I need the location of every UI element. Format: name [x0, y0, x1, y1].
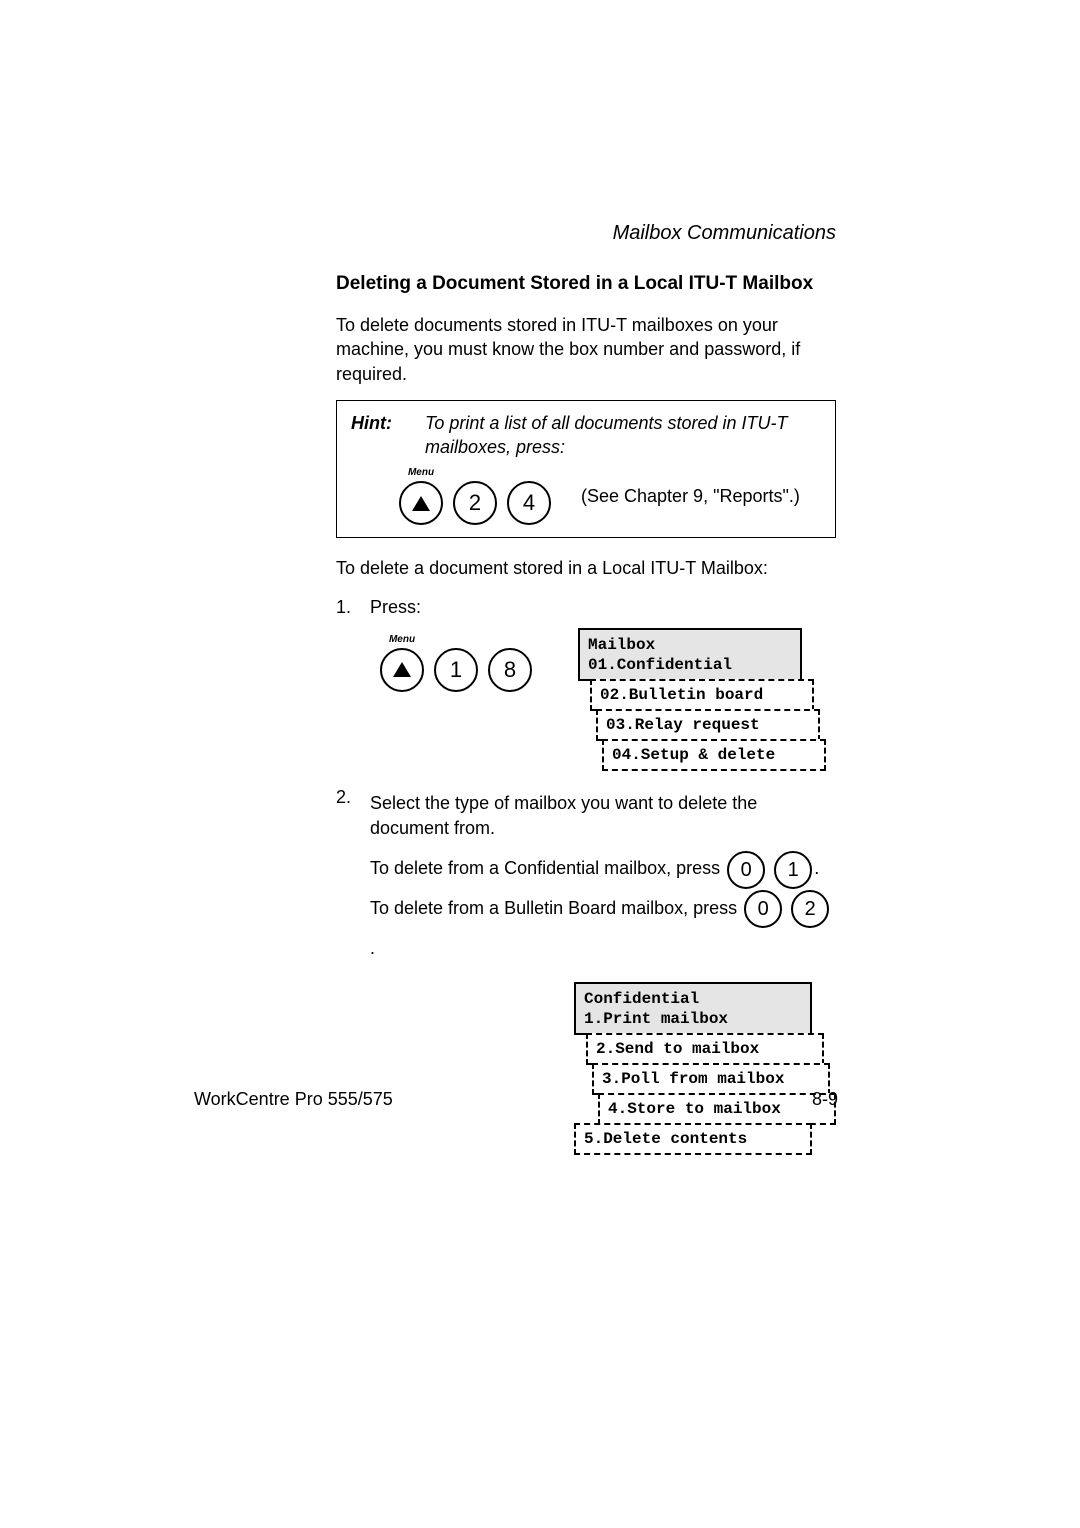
menu-item[interactable]: 2.Send to mailbox	[586, 1033, 824, 1065]
confidential-menu: Confidential 1.Print mailbox 2.Send to m…	[574, 982, 836, 1155]
menu-button[interactable]	[380, 648, 424, 692]
digit-button-2[interactable]: 2	[453, 481, 497, 525]
menu-title-line2: 01.Confidential	[588, 655, 792, 675]
step-2: 2. Select the type of mailbox you want t…	[336, 785, 836, 841]
step-list: 2. Select the type of mailbox you want t…	[336, 785, 836, 841]
digit-button-8[interactable]: 8	[488, 648, 532, 692]
menu-item[interactable]: 03.Relay request	[596, 709, 820, 741]
confidential-menu-wrap: Confidential 1.Print mailbox 2.Send to m…	[336, 982, 836, 1155]
hint-label: Hint:	[351, 411, 425, 460]
footer-product: WorkCentre Pro 555/575	[194, 1089, 393, 1110]
digit-button-1[interactable]: 1	[774, 851, 812, 889]
footer-page-number: 8-9	[812, 1089, 838, 1110]
step-2-confidential-line: To delete from a Confidential mailbox, p…	[370, 849, 836, 889]
digit-button-wrap: 8	[488, 634, 532, 692]
triangle-up-icon	[412, 496, 430, 511]
step-2-number: 2.	[336, 785, 370, 841]
hint-box: Hint: To print a list of all documents s…	[336, 400, 836, 539]
step-1: 1. Press:	[336, 595, 836, 620]
digit-button-4[interactable]: 4	[507, 481, 551, 525]
menu-button-wrap: Menu	[380, 634, 424, 692]
digit-button-2[interactable]: 2	[791, 890, 829, 928]
running-head: Mailbox Communications	[336, 222, 836, 245]
menu-header: Confidential 1.Print mailbox	[574, 982, 812, 1035]
menu-item[interactable]: 3.Poll from mailbox	[592, 1063, 830, 1095]
hint-buttons-row: Menu 2 4 (See Chapter 9, "Reports".)	[351, 467, 821, 525]
see-chapter-text: (See Chapter 9, "Reports".)	[581, 486, 800, 507]
menu-item[interactable]: 02.Bulletin board	[590, 679, 814, 711]
step-1-buttons: Menu 1 8	[380, 634, 578, 692]
page: Mailbox Communications Deleting a Docume…	[0, 0, 1080, 1528]
digit-button-0[interactable]: 0	[727, 851, 765, 889]
digit-button-wrap: 4	[507, 467, 551, 525]
digit-button-wrap: 1	[434, 634, 478, 692]
section-title: Deleting a Document Stored in a Local IT…	[336, 273, 836, 295]
menu-button[interactable]	[399, 481, 443, 525]
hint-row: Hint: To print a list of all documents s…	[351, 411, 821, 460]
menu-caption: Menu	[389, 634, 415, 646]
triangle-up-icon	[393, 662, 411, 677]
menu-item[interactable]: 4.Store to mailbox	[598, 1093, 836, 1125]
menu-title-line1: Mailbox	[588, 635, 792, 655]
step-2-intro: Select the type of mailbox you want to d…	[370, 791, 836, 841]
menu-header: Mailbox 01.Confidential	[578, 628, 802, 681]
after-hint-text: To delete a document stored in a Local I…	[336, 556, 836, 580]
step-list: 1. Press:	[336, 595, 836, 620]
menu-button-wrap: Menu	[399, 467, 443, 525]
content-column: Mailbox Communications Deleting a Docume…	[336, 222, 836, 1155]
step-1-label: Press:	[370, 595, 836, 620]
menu-title-line2: 1.Print mailbox	[584, 1009, 802, 1029]
menu-item[interactable]: 5.Delete contents	[574, 1123, 812, 1155]
menu-title-line1: Confidential	[584, 989, 802, 1009]
menu-item[interactable]: 04.Setup & delete	[602, 739, 826, 771]
step-1-press-row: Menu 1 8	[336, 628, 836, 771]
digit-button-0[interactable]: 0	[744, 890, 782, 928]
step-1-number: 1.	[336, 595, 370, 620]
hint-text: To print a list of all documents stored …	[425, 411, 821, 460]
digit-button-wrap: 2	[453, 467, 497, 525]
mailbox-menu: Mailbox 01.Confidential 02.Bulletin boar…	[578, 628, 836, 771]
step-2-bulletin-line: To delete from a Bulletin Board mailbox,…	[370, 889, 836, 968]
bb-text: To delete from a Bulletin Board mailbox,…	[370, 898, 742, 918]
digit-button-1[interactable]: 1	[434, 648, 478, 692]
intro-paragraph: To delete documents stored in ITU-T mail…	[336, 313, 836, 386]
menu-caption: Menu	[408, 467, 434, 479]
conf-text: To delete from a Confidential mailbox, p…	[370, 858, 725, 878]
